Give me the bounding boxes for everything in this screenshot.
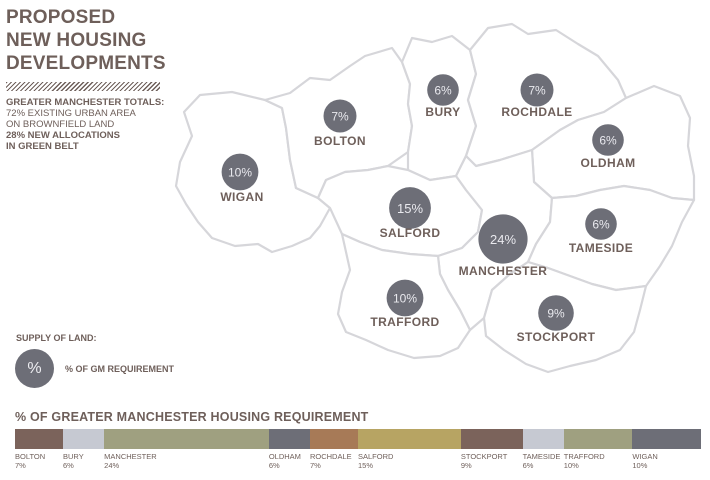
legend-text: % OF GM REQUIREMENT xyxy=(65,364,175,374)
bar-label-name: BURY xyxy=(63,452,84,461)
bubble-stockport xyxy=(538,295,574,331)
bar-segment-manchester xyxy=(104,429,270,449)
totals-line: IN GREEN BELT xyxy=(6,141,79,152)
region-label-bury: BURY xyxy=(425,105,460,119)
bar-label-bolton: BOLTON 7% xyxy=(15,452,45,470)
bubble-pct-trafford: 10% xyxy=(393,292,417,306)
map-title: PROPOSED NEW HOUSING DEVELOPMENTS xyxy=(6,6,196,75)
bar-label-tameside: TAMESIDE 6% xyxy=(523,452,561,470)
bar-label-oldham: OLDHAM 6% xyxy=(269,452,301,470)
bar-label-name: TAMESIDE xyxy=(522,452,561,461)
bubble-bolton xyxy=(323,99,357,133)
bubble-pct-bury: 6% xyxy=(434,84,452,98)
bar-segment-oldham xyxy=(268,429,311,449)
region-label-wigan: WIGAN xyxy=(220,190,263,204)
bar-segment-trafford xyxy=(563,429,633,449)
bar-label-name: BOLTON xyxy=(15,452,46,461)
bar-label-pct: 6% xyxy=(63,461,74,470)
region-label-trafford: TRAFFORD xyxy=(370,315,439,329)
bar-label-pct: 24% xyxy=(104,461,120,470)
bubble-manchester xyxy=(478,214,528,264)
region-label-tameside: TAMESIDE xyxy=(569,241,633,255)
region-label-bolton: BOLTON xyxy=(314,134,366,148)
bubble-pct-bolton: 7% xyxy=(331,110,349,124)
bar-label-rochdale: ROCHDALE 7% xyxy=(310,452,352,470)
title-line: DEVELOPMENTS xyxy=(6,53,166,74)
bubble-tameside xyxy=(585,208,617,240)
bar-label-name: STOCKPORT xyxy=(460,452,508,461)
bubble-pct-stockport: 9% xyxy=(547,307,565,321)
bar-label-pct: 15% xyxy=(358,461,374,470)
bubble-oldham xyxy=(592,124,624,156)
bar-label-stockport: STOCKPORT 9% xyxy=(461,452,507,470)
gm-totals: GREATER MANCHESTER TOTALS: 72% EXISTING … xyxy=(6,97,181,152)
requirement-bar xyxy=(15,429,702,449)
legend-symbol: % xyxy=(15,349,54,388)
region-label-rochdale: ROCHDALE xyxy=(501,105,572,119)
bubble-pct-oldham: 6% xyxy=(599,134,617,148)
bubble-trafford xyxy=(386,279,424,317)
bar-label-salford: SALFORD 15% xyxy=(358,452,393,470)
bar-segment-wigan xyxy=(632,429,702,449)
bar-label-pct: 10% xyxy=(563,461,579,470)
bar-label-name: WIGAN xyxy=(632,452,658,461)
bubble-pct-salford: 15% xyxy=(397,201,423,216)
requirement-title: % OF GREATER MANCHESTER HOUSING REQUIREM… xyxy=(15,410,369,424)
totals-line: ON BROWNFIELD LAND xyxy=(6,119,115,130)
bubble-pct-wigan: 10% xyxy=(228,166,252,180)
totals-heading: GREATER MANCHESTER TOTALS: xyxy=(6,97,165,108)
bar-label-pct: 6% xyxy=(522,461,534,470)
bar-segment-rochdale xyxy=(309,429,359,449)
bar-label-name: MANCHESTER xyxy=(104,452,157,461)
title-line: PROPOSED xyxy=(6,7,116,28)
bubble-bury xyxy=(427,74,459,106)
bar-label-name: SALFORD xyxy=(358,452,394,461)
bar-label-pct: 6% xyxy=(268,461,280,470)
bubble-pct-tameside: 6% xyxy=(592,218,610,232)
bar-label-wigan: WIGAN 10% xyxy=(632,452,657,470)
bubble-wigan xyxy=(221,153,259,191)
bar-segment-bolton xyxy=(15,429,64,449)
totals-line: 28% NEW ALLOCATIONS xyxy=(6,130,121,141)
bubble-pct-rochdale: 7% xyxy=(528,84,546,98)
totals-line: 72% EXISTING URBAN AREA xyxy=(6,108,136,119)
bar-label-pct: 7% xyxy=(15,461,26,470)
bar-label-bury: BURY 6% xyxy=(63,452,84,470)
bar-label-manchester: MANCHESTER 24% xyxy=(104,452,157,470)
bar-segment-bury xyxy=(63,429,105,449)
bar-label-name: ROCHDALE xyxy=(309,452,352,461)
bubble-pct-manchester: 24% xyxy=(490,232,516,247)
bar-segment-tameside xyxy=(522,429,565,449)
bar-label-pct: 10% xyxy=(632,461,648,470)
bubble-rochdale xyxy=(520,73,554,107)
title-line: NEW HOUSING xyxy=(6,30,147,51)
bubble-salford xyxy=(389,187,431,229)
bar-label-name: OLDHAM xyxy=(268,452,301,461)
bar-label-pct: 9% xyxy=(460,461,472,470)
region-label-salford: SALFORD xyxy=(380,226,441,240)
bar-label-name: TRAFFORD xyxy=(563,452,605,461)
supply-label: SUPPLY OF LAND: xyxy=(16,333,97,343)
bar-label-trafford: TRAFFORD 10% xyxy=(564,452,605,470)
region-label-oldham: OLDHAM xyxy=(580,156,635,170)
region-label-stockport: STOCKPORT xyxy=(517,330,596,344)
region-label-manchester: MANCHESTER xyxy=(459,264,548,278)
bar-segment-stockport xyxy=(460,429,524,449)
bar-segment-salford xyxy=(358,429,462,449)
hatch-divider xyxy=(6,82,160,91)
bar-label-pct: 7% xyxy=(309,461,321,470)
